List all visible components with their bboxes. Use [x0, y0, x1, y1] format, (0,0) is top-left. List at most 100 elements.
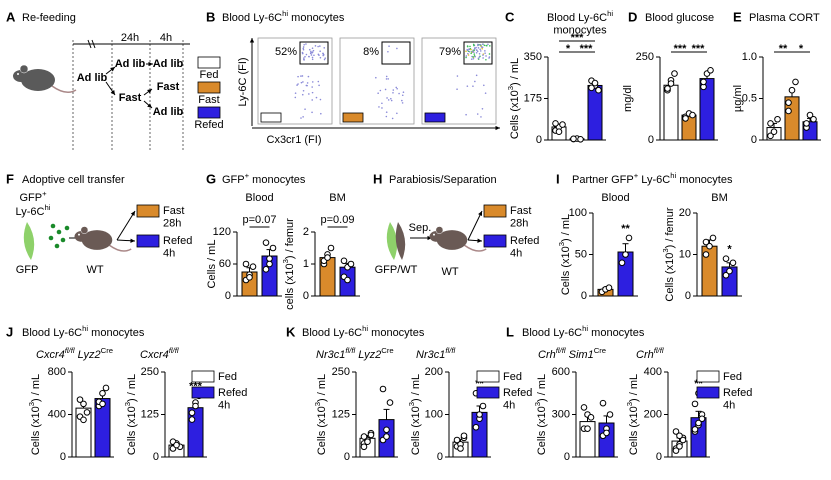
chart-title-part: monocytes: [553, 25, 607, 37]
facs-event: [475, 46, 477, 49]
chart-title-part: fl/fl: [65, 346, 75, 355]
recipient-label: WT: [441, 266, 458, 278]
data-point: [570, 135, 577, 143]
panel-letter: G: [206, 171, 216, 186]
group-label-part: 4h: [163, 248, 175, 260]
cell-label-part: Ly-6C: [16, 206, 45, 218]
facs-event: [385, 78, 388, 80]
data-point: [591, 79, 599, 87]
y-axis-label-part: Cells (x10: [536, 406, 548, 455]
facs-event: [482, 43, 484, 46]
facs-event: [467, 54, 470, 56]
facs-event: [302, 47, 305, 50]
mouse-body: [81, 230, 113, 250]
facs-event: [317, 45, 319, 48]
facs-event: [320, 112, 322, 115]
facs-event: [474, 80, 476, 83]
facs-event: [323, 58, 326, 61]
facs-event: [473, 51, 475, 53]
y-tick-label: 1: [303, 258, 309, 270]
data-point: [700, 78, 707, 86]
group-box: [136, 234, 160, 248]
y-tick-label: 250: [332, 366, 350, 378]
y-tick-label: 0: [581, 290, 587, 302]
panel-letter: K: [286, 324, 296, 339]
arrow-head: [110, 90, 115, 95]
facs-event: [472, 85, 474, 87]
data-point: [360, 433, 368, 440]
chart-title-part: Cre: [101, 346, 113, 355]
data-point: [625, 234, 633, 242]
facs-event: [473, 47, 476, 49]
donor-mouse: [386, 222, 398, 260]
facs-event: [297, 83, 299, 85]
donor-mouse: [23, 222, 35, 260]
panel-title: Partner GFP+ Ly-6Chi monocytes: [572, 171, 733, 186]
y-tick-label: 0: [536, 134, 542, 146]
facs-event: [304, 108, 306, 110]
panel-title-part: Blood Ly-6C: [302, 327, 362, 339]
facs-event: [475, 51, 478, 54]
y-axis-label-part: ) / mL: [410, 374, 422, 402]
cell-label-part: +: [42, 189, 47, 198]
data-point: [595, 86, 602, 94]
facs-event: [402, 91, 405, 94]
cell-label-part: hi: [44, 203, 50, 212]
data-point: [603, 429, 610, 437]
facs-plot: [421, 37, 497, 125]
panel-title-part: +: [245, 171, 250, 180]
legend-label: Refed: [194, 119, 223, 131]
y-tick-label: 0: [648, 134, 654, 146]
time-label: 4h: [160, 32, 172, 44]
facs-event: [306, 84, 308, 87]
y-axis-label: Cells (x103) / mL: [533, 374, 548, 455]
group-label-part: Fast: [163, 205, 184, 217]
arrow-head: [148, 61, 153, 67]
facs-event: [488, 45, 491, 47]
facs-event: [466, 45, 469, 47]
data-point: [691, 400, 699, 408]
legend-label: Refed 4h: [218, 387, 247, 412]
facs-event: [487, 43, 489, 46]
facs-event: [305, 43, 307, 45]
facs-event: [305, 53, 308, 56]
gfp-cell: [50, 223, 56, 229]
data-point: [559, 121, 566, 128]
facs-plot: [339, 37, 415, 125]
data-point: [676, 443, 683, 450]
group-label: Refed 4h: [510, 235, 539, 260]
chart-title-part: fl/fl: [556, 346, 566, 355]
chart-title-part: hi: [607, 9, 613, 18]
y-tick-label: 400: [48, 408, 66, 420]
facs-event: [386, 97, 388, 99]
facs-event: [477, 47, 480, 49]
facs-event: [392, 89, 395, 91]
panel-title-part: monocytes: [588, 327, 645, 339]
chart-title: BM: [711, 192, 728, 204]
y-axis-label-part: ) / mL: [628, 374, 640, 402]
data-point: [672, 447, 680, 454]
facs-event: [401, 102, 404, 104]
facs-event: [294, 96, 297, 99]
panel-letter: J: [6, 324, 13, 339]
legend-swatch: [197, 56, 221, 69]
mouse-body: [21, 69, 55, 91]
y-tick-label: 0: [60, 451, 66, 463]
facs-gate: [463, 41, 493, 65]
data-point: [188, 409, 196, 417]
panel-title-part: hi: [582, 324, 588, 333]
facs-event: [391, 117, 394, 120]
data-point: [622, 251, 629, 258]
chart-title: Crhfl/fl Sim1Cre: [538, 346, 606, 361]
significance: ***: [674, 43, 688, 55]
facs-event: [314, 45, 317, 47]
y-axis-label-part: ) / femur: [284, 218, 296, 259]
y-axis-label-part: 3: [661, 248, 670, 252]
mouse-body: [436, 230, 468, 250]
data-point: [364, 438, 371, 446]
facs-event: [308, 55, 310, 58]
y-axis-label: Cells / mL: [206, 240, 218, 289]
facs-event: [311, 86, 313, 88]
group-box: [136, 204, 160, 218]
